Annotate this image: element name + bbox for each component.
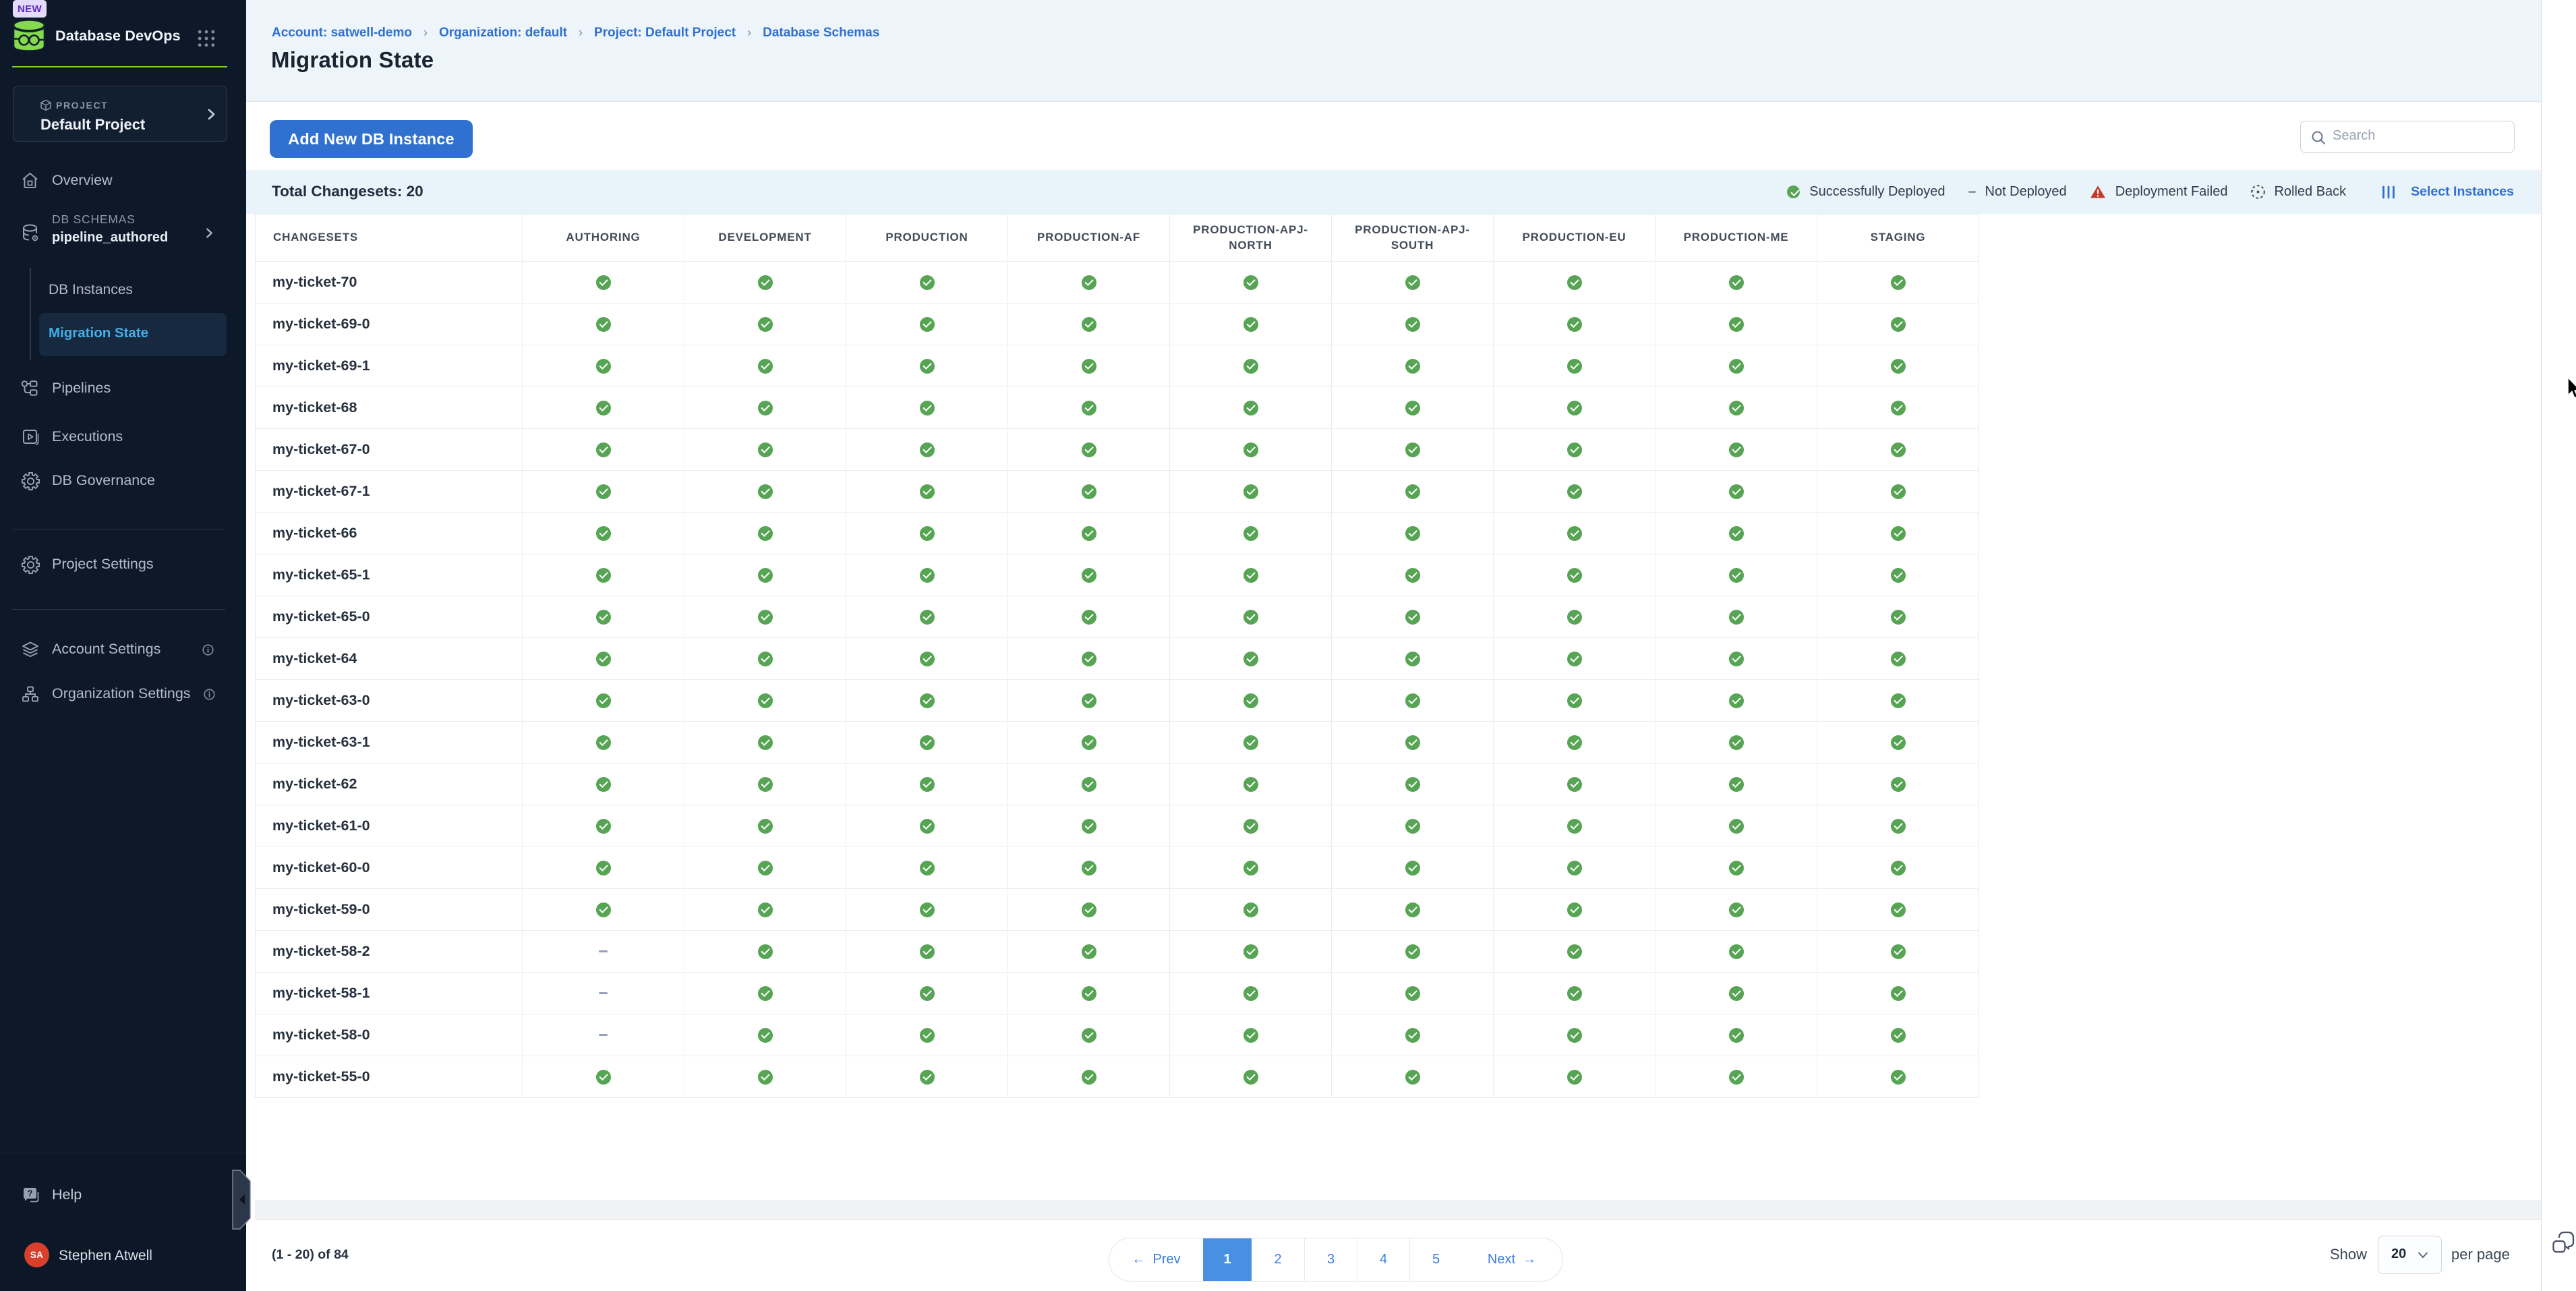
svg-text:?: ? bbox=[28, 1188, 33, 1199]
